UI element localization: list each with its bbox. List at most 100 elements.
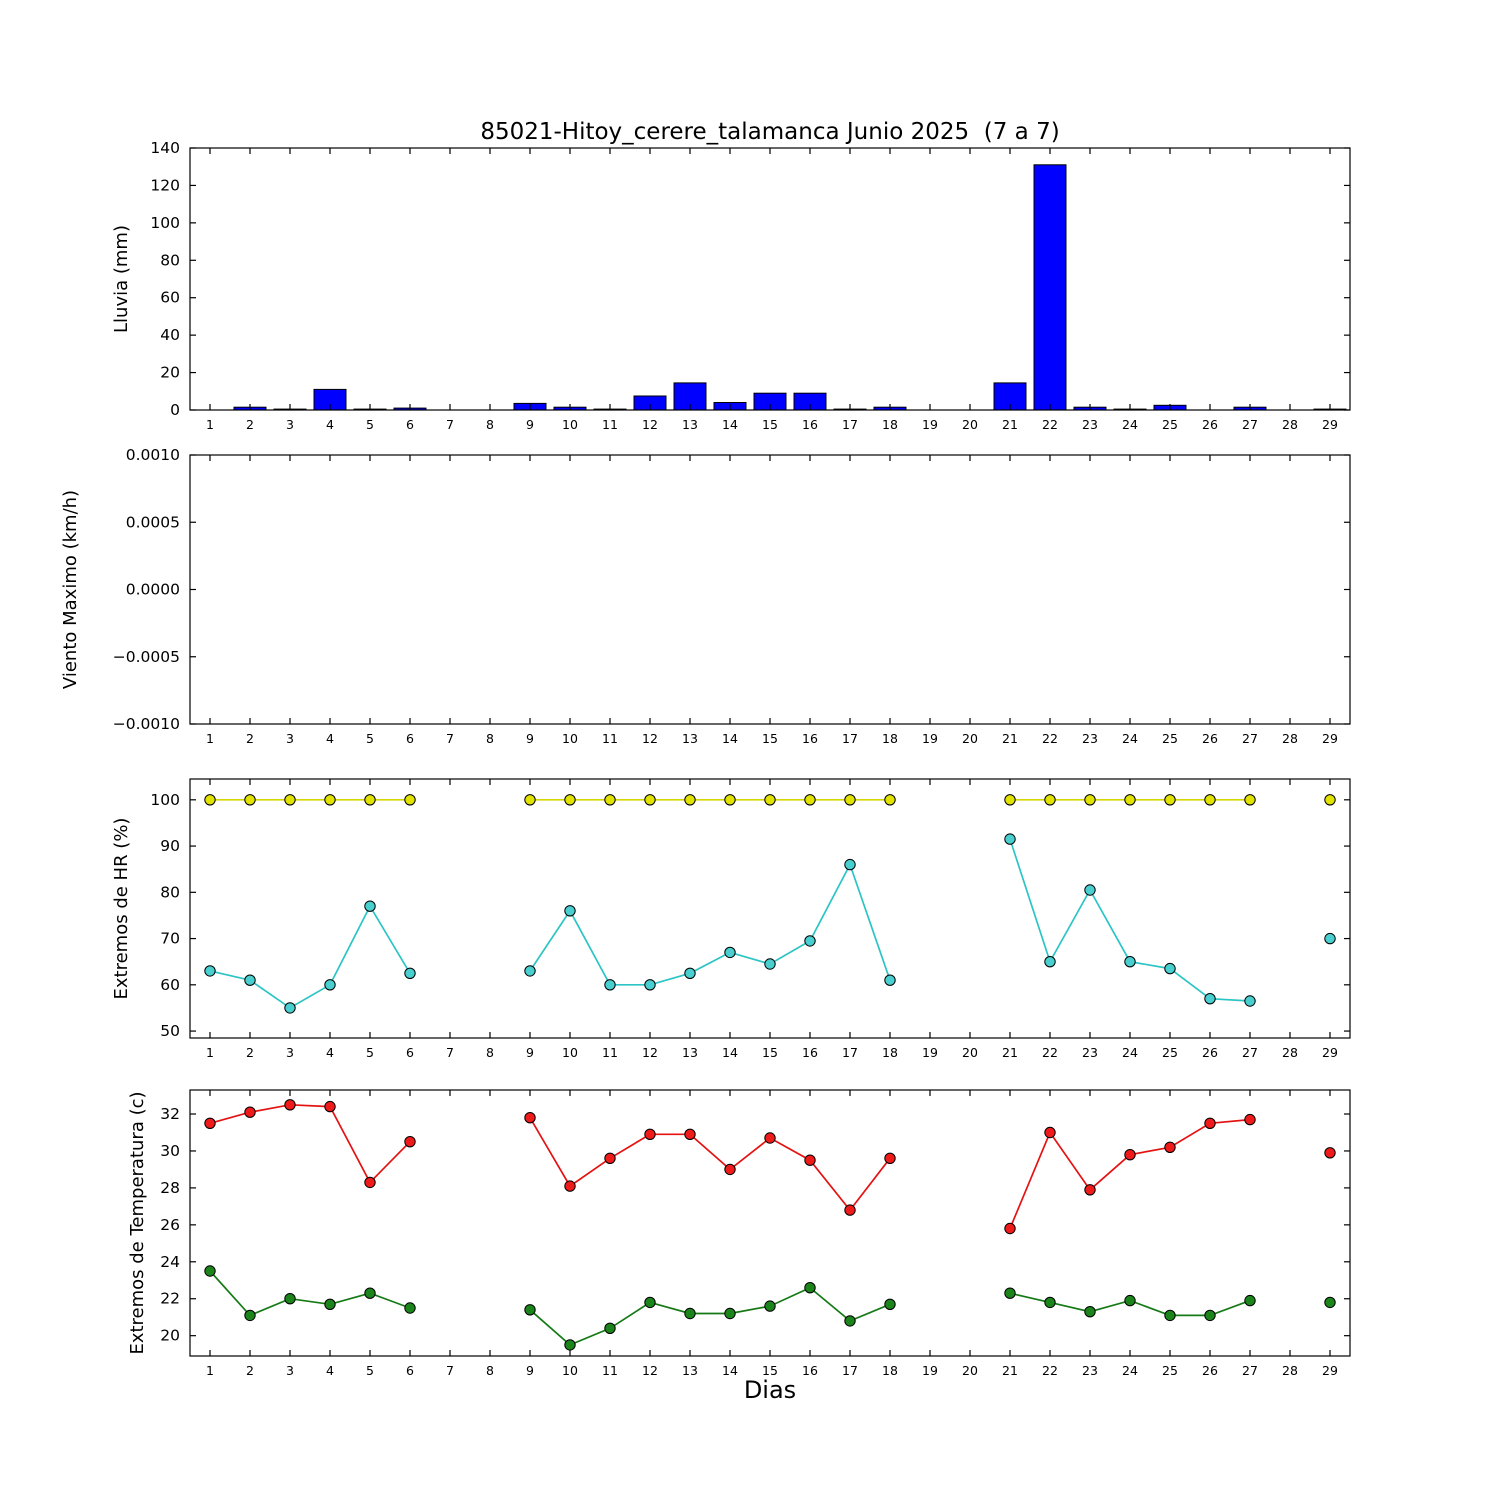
- marker: [764, 1300, 776, 1312]
- y-tick-label: 80: [160, 251, 180, 269]
- x-tick-label: 3: [286, 731, 294, 746]
- y-tick-label: 80: [160, 883, 180, 901]
- marker: [1164, 962, 1176, 975]
- marker: [1124, 794, 1136, 806]
- marker: [524, 1304, 536, 1316]
- marker: [364, 900, 376, 912]
- x-tick-label: 13: [682, 417, 698, 432]
- x-tick-label: 29: [1322, 1363, 1338, 1378]
- marker: [284, 794, 296, 806]
- y-tick-label: 0.0005: [126, 513, 180, 531]
- x-tick-label: 22: [1042, 731, 1058, 746]
- x-tick-label: 19: [922, 1045, 938, 1060]
- marker: [364, 794, 376, 806]
- marker: [324, 1100, 336, 1113]
- y-tick-label: 30: [160, 1142, 180, 1160]
- x-tick-label: 29: [1322, 417, 1338, 432]
- marker: [244, 1309, 256, 1322]
- marker: [244, 974, 256, 986]
- x-tick-label: 22: [1042, 1363, 1058, 1378]
- marker: [604, 794, 616, 806]
- marker: [404, 794, 416, 806]
- x-tick-label: 29: [1322, 731, 1338, 746]
- y-axis-label: Lluvia (mm): [111, 225, 132, 333]
- x-tick-label: 3: [286, 1363, 294, 1378]
- x-tick-label: 7: [446, 417, 454, 432]
- y-tick-label: 20: [160, 364, 180, 382]
- marker: [644, 1296, 656, 1309]
- x-tick-label: 8: [486, 1045, 494, 1060]
- marker: [724, 946, 736, 959]
- x-tick-label: 26: [1202, 731, 1218, 746]
- x-tick-label: 22: [1042, 1045, 1058, 1060]
- x-tick-label: 17: [842, 1363, 858, 1378]
- marker: [1124, 1149, 1136, 1161]
- x-tick-label: 20: [962, 731, 978, 746]
- plot-background: [190, 455, 1350, 724]
- y-tick-label: 50: [160, 1022, 180, 1040]
- x-tick-label: 12: [642, 1045, 658, 1060]
- marker: [284, 1099, 296, 1111]
- marker: [404, 1302, 416, 1314]
- marker: [1084, 1184, 1096, 1196]
- x-tick-label: 14: [722, 1045, 738, 1060]
- x-tick-label: 2: [246, 417, 254, 432]
- marker: [244, 1106, 256, 1118]
- marker: [884, 1298, 896, 1311]
- marker: [1164, 794, 1176, 806]
- marker: [404, 1136, 416, 1148]
- x-tick-label: 19: [922, 417, 938, 432]
- x-tick-label: 9: [526, 417, 534, 432]
- x-tick-label: 25: [1162, 1045, 1178, 1060]
- marker: [684, 967, 696, 979]
- x-tick-label: 12: [642, 731, 658, 746]
- marker: [364, 1287, 376, 1299]
- y-tick-label: −0.0005: [113, 648, 180, 666]
- x-tick-label: 26: [1202, 1363, 1218, 1378]
- marker: [1004, 833, 1016, 845]
- x-tick-label: 3: [286, 1045, 294, 1060]
- marker: [1324, 794, 1336, 806]
- marker: [1244, 794, 1256, 806]
- x-tick-label: 6: [406, 731, 414, 746]
- marker: [1324, 1147, 1336, 1159]
- x-tick-label: 20: [962, 417, 978, 432]
- x-tick-label: 15: [762, 1045, 778, 1060]
- x-tick-label: 4: [326, 1363, 334, 1378]
- marker: [564, 1180, 576, 1192]
- marker: [804, 935, 816, 947]
- y-tick-label: 60: [160, 976, 180, 994]
- figure-title: 85021-Hitoy_cerere_talamanca Junio 2025 …: [480, 119, 1059, 145]
- marker: [1204, 794, 1216, 806]
- x-tick-label: 27: [1242, 1045, 1258, 1060]
- marker: [724, 794, 736, 806]
- x-tick-label: 28: [1282, 1045, 1298, 1060]
- marker: [1124, 956, 1136, 968]
- marker: [284, 1293, 296, 1305]
- x-tick-label: 6: [406, 417, 414, 432]
- x-tick-label: 18: [882, 1045, 898, 1060]
- marker: [884, 974, 896, 986]
- marker: [764, 958, 776, 970]
- y-tick-label: 0.0010: [126, 446, 180, 464]
- x-tick-label: 12: [642, 417, 658, 432]
- marker: [204, 1117, 216, 1130]
- x-tick-label: 4: [326, 731, 334, 746]
- marker: [804, 1282, 816, 1294]
- marker: [1324, 1296, 1336, 1309]
- x-tick-label: 2: [246, 1045, 254, 1060]
- x-tick-label: 11: [602, 417, 618, 432]
- x-tick-label: 15: [762, 417, 778, 432]
- x-tick-label: 9: [526, 1363, 534, 1378]
- marker: [604, 1152, 616, 1165]
- x-tick-label: 29: [1322, 1045, 1338, 1060]
- marker: [684, 1307, 696, 1320]
- x-tick-label: 11: [602, 1363, 618, 1378]
- marker: [844, 794, 856, 806]
- marker: [364, 1176, 376, 1189]
- marker: [1004, 1222, 1016, 1235]
- marker: [284, 1002, 296, 1014]
